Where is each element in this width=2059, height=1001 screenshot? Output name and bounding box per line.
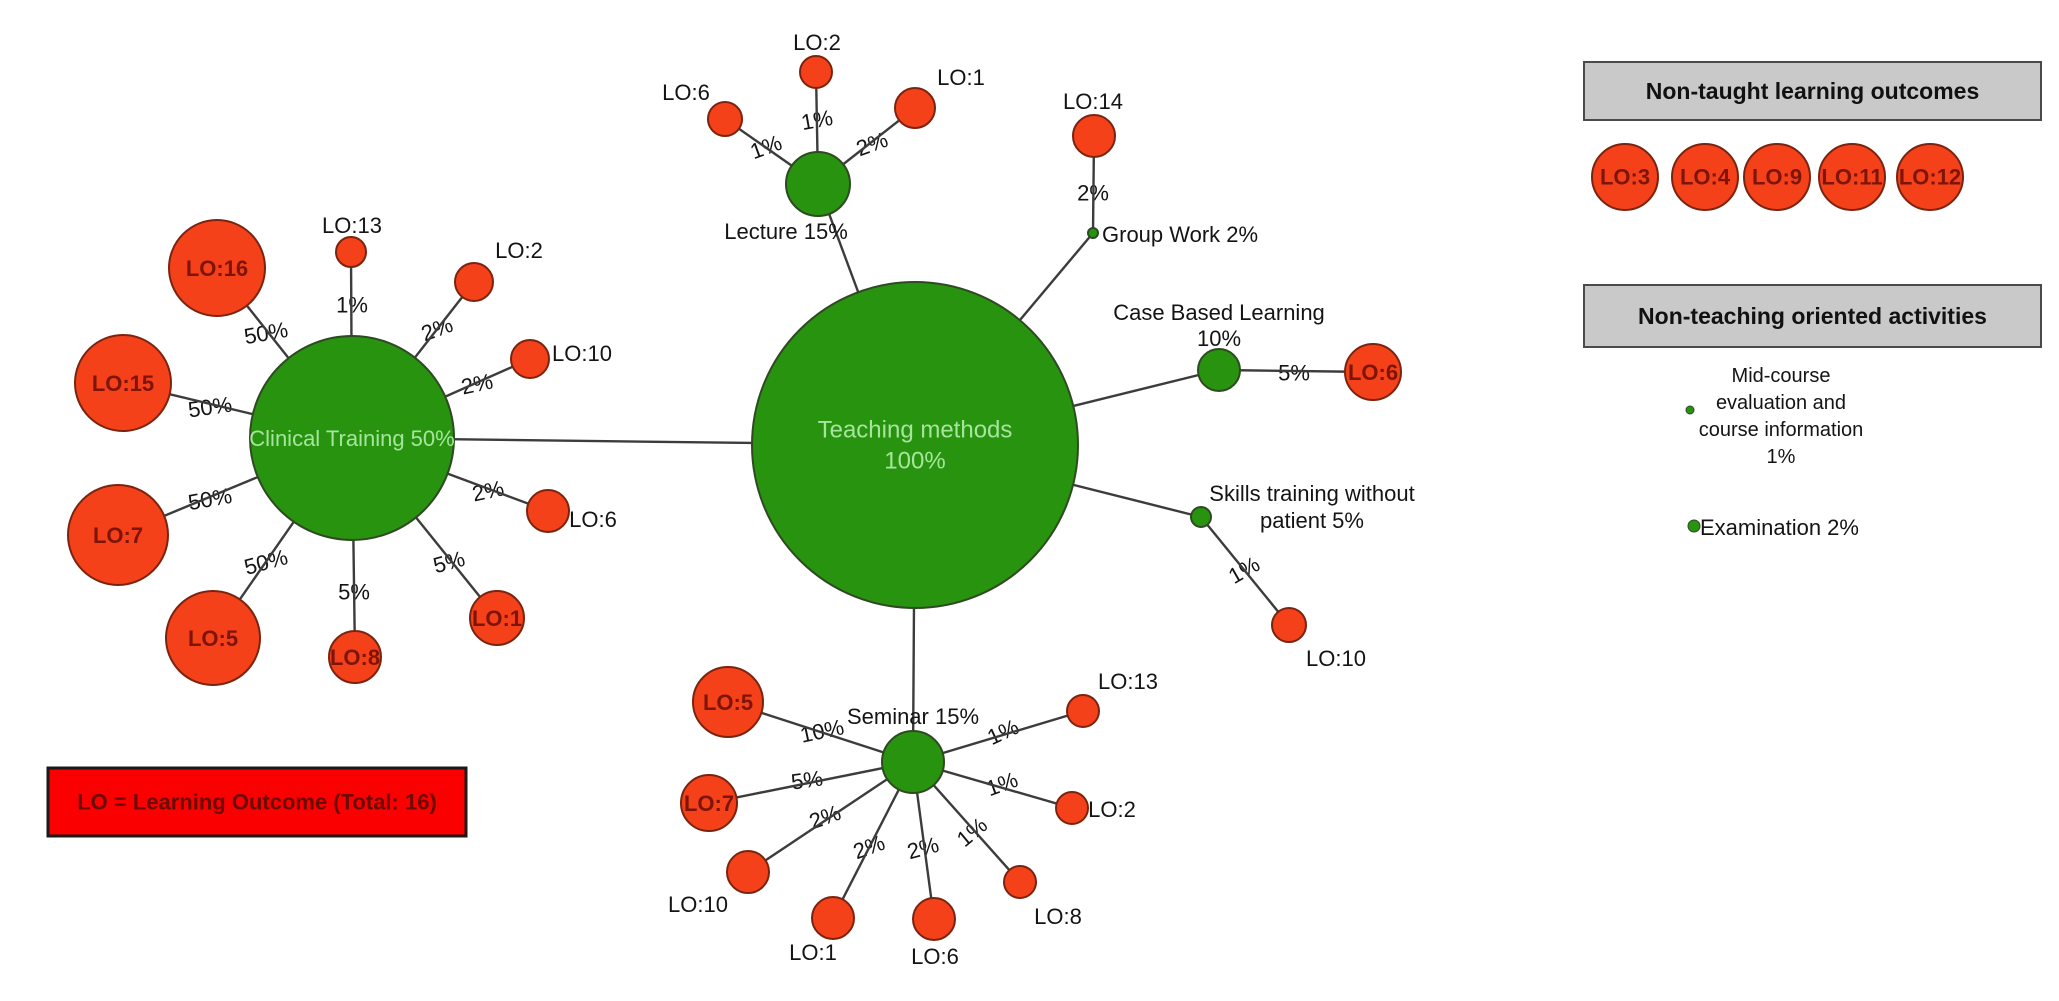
node-c_lo10-label: LO:10 bbox=[552, 341, 612, 366]
node-c_lo7-label: LO:7 bbox=[93, 523, 143, 548]
panel-node-lo-4-circle bbox=[1671, 143, 1739, 211]
node-se_lo1-circle bbox=[811, 896, 855, 940]
panel-node-lo-4-label: LO:4 bbox=[1680, 165, 1731, 190]
node-s_lo10-circle bbox=[1271, 607, 1307, 643]
legend-text: LO = Learning Outcome (Total: 16) bbox=[77, 790, 437, 815]
edge-seminar-se_lo10 bbox=[747, 761, 914, 873]
node-c_lo1-label: LO:1 bbox=[472, 606, 522, 631]
node-c_lo16-label: LO:16 bbox=[186, 256, 248, 281]
edge-weight-label-clinical-c_lo6: 2% bbox=[470, 475, 506, 506]
activity-label-non-teaching-1: Examination 2% bbox=[1700, 515, 1859, 540]
panel-node-lo-3-label: LO:3 bbox=[1600, 165, 1650, 190]
activity-dot-non-teaching-0 bbox=[1685, 405, 1695, 415]
node-se_lo6-circle bbox=[912, 897, 956, 941]
node-c_lo15-label: LO:15 bbox=[92, 371, 154, 396]
edge-weight-label-clinical-c_lo16: 50% bbox=[242, 317, 290, 349]
node-c_lo5-circle bbox=[165, 590, 261, 686]
panel-node-lo-11-circle bbox=[1818, 143, 1886, 211]
node-lecture-label: Lecture 15% bbox=[724, 219, 848, 244]
node-se_lo2-circle bbox=[1055, 791, 1089, 825]
node-clinical-label: Clinical Training 50% bbox=[249, 426, 454, 451]
panel-node-lo-3-circle bbox=[1591, 143, 1659, 211]
node-c_lo16-circle bbox=[168, 219, 266, 317]
node-c_lo1-circle bbox=[469, 590, 525, 646]
node-seminar-label: Seminar 15% bbox=[847, 704, 979, 729]
node-casebased-label: Case Based Learning 10% bbox=[1113, 300, 1325, 351]
legend-box bbox=[46, 766, 468, 838]
node-l_lo2-label: LO:2 bbox=[793, 30, 841, 55]
node-se_lo8-circle bbox=[1003, 865, 1037, 899]
node-c_lo8-circle bbox=[328, 630, 382, 684]
node-l_lo6-label: LO:6 bbox=[662, 80, 710, 105]
node-seminar-circle bbox=[881, 730, 945, 794]
node-c_lo2-label: LO:2 bbox=[495, 238, 543, 263]
node-cb_lo6-circle bbox=[1344, 343, 1402, 401]
node-lecture-circle bbox=[785, 151, 851, 217]
panel-header-box-non-taught bbox=[1583, 61, 2042, 121]
node-c_lo13-circle bbox=[335, 236, 367, 268]
node-c_lo6-label: LO:6 bbox=[569, 507, 617, 532]
node-cb_lo6-label: LO:6 bbox=[1348, 360, 1398, 385]
node-c_lo13-label: LO:13 bbox=[322, 213, 382, 238]
node-se_lo10-label: LO:10 bbox=[668, 892, 728, 917]
node-se_lo13-label: LO:13 bbox=[1098, 669, 1158, 694]
panel-header-title-non-teaching: Non-teaching oriented activities bbox=[1638, 303, 1987, 329]
panel-header-title-non-taught: Non-taught learning outcomes bbox=[1646, 78, 1980, 104]
edge-weight-label-seminar-se_lo8: 1% bbox=[952, 812, 992, 852]
panel-node-lo-12-label: LO:12 bbox=[1899, 165, 1961, 190]
node-c_lo6-circle bbox=[526, 489, 570, 533]
node-skills-circle bbox=[1190, 506, 1212, 528]
node-skills-label: Skills training without patient 5% bbox=[1209, 481, 1414, 533]
node-se_lo1-label: LO:1 bbox=[789, 940, 837, 965]
node-c_lo8-label: LO:8 bbox=[330, 645, 380, 670]
node-l_lo1-circle bbox=[894, 87, 936, 129]
node-se_lo7-label: LO:7 bbox=[684, 791, 734, 816]
node-clinical-circle bbox=[249, 335, 455, 541]
edge-weight-label-clinical-c_lo10: 2% bbox=[459, 368, 495, 399]
edge-weight-label-casebased-cb_lo6: 5% bbox=[1278, 361, 1310, 386]
node-l_lo2-circle bbox=[799, 55, 833, 89]
edge-skills-s_lo10 bbox=[1200, 516, 1290, 626]
panel-header-box-non-teaching bbox=[1583, 284, 2042, 348]
panel-node-lo-9-label: LO:9 bbox=[1752, 165, 1802, 190]
node-groupwork-label: Group Work 2% bbox=[1102, 222, 1258, 247]
node-teaching-label: Teaching methods 100% bbox=[818, 416, 1013, 474]
node-c_lo15-circle bbox=[74, 334, 172, 432]
node-c_lo5-label: LO:5 bbox=[188, 626, 238, 651]
panel-node-lo-11-label: LO:11 bbox=[1821, 165, 1882, 190]
edge-weight-label-seminar-se_lo5: 10% bbox=[798, 714, 846, 748]
node-g_lo14-circle bbox=[1072, 114, 1116, 158]
activity-label-non-teaching-0: Mid-course evaluation and course informati… bbox=[1699, 365, 1864, 468]
node-s_lo10-label: LO:10 bbox=[1306, 646, 1366, 671]
node-g_lo14-label: LO:14 bbox=[1063, 89, 1123, 114]
node-se_lo7-circle bbox=[680, 774, 738, 832]
node-teaching-circle bbox=[751, 281, 1079, 609]
activity-dot-non-teaching-1 bbox=[1687, 519, 1701, 533]
node-se_lo5-label: LO:5 bbox=[703, 690, 753, 715]
node-se_lo10-circle bbox=[726, 850, 770, 894]
panel-node-lo-12-circle bbox=[1896, 143, 1964, 211]
node-se_lo2-label: LO:2 bbox=[1088, 797, 1136, 822]
node-se_lo8-label: LO:8 bbox=[1034, 904, 1082, 929]
node-l_lo6-circle bbox=[707, 101, 743, 137]
edge-weight-label-clinical-c_lo7: 50% bbox=[186, 483, 234, 515]
edge-seminar-se_lo7 bbox=[708, 760, 914, 805]
node-c_lo2-circle bbox=[454, 262, 494, 302]
node-se_lo6-label: LO:6 bbox=[911, 944, 959, 969]
panel-node-lo-9-circle bbox=[1743, 143, 1811, 211]
node-se_lo5-circle bbox=[692, 666, 764, 738]
node-c_lo7-circle bbox=[67, 484, 169, 586]
node-groupwork-circle bbox=[1087, 227, 1099, 239]
node-l_lo1-label: LO:1 bbox=[937, 65, 985, 90]
node-casebased-circle bbox=[1197, 348, 1241, 392]
node-se_lo13-circle bbox=[1066, 694, 1100, 728]
node-c_lo10-circle bbox=[510, 339, 550, 379]
